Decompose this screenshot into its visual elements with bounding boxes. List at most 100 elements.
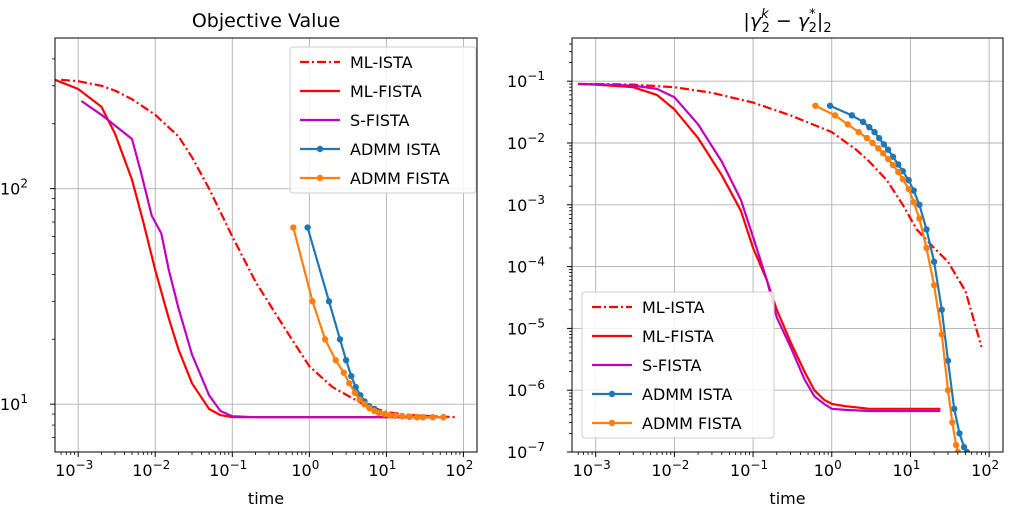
legend-box xyxy=(289,46,477,194)
data-point-admm-fista xyxy=(309,298,316,305)
data-point-admm-fista xyxy=(910,199,917,206)
legend-marker xyxy=(316,145,324,153)
data-point-admm-ista xyxy=(960,443,968,451)
data-point-admm-fista xyxy=(831,112,839,119)
data-point-admm-fista xyxy=(419,414,427,421)
data-point-admm-ista xyxy=(923,226,930,233)
axes-frame xyxy=(54,37,478,453)
legend-label: ML-ISTA xyxy=(350,53,413,72)
x-axis-label: time xyxy=(769,489,805,508)
axes-frame xyxy=(571,37,1004,453)
legend-marker xyxy=(608,390,616,398)
y-tick-label: 10−5 xyxy=(507,316,545,338)
data-point-admm-ista xyxy=(866,124,873,131)
data-point-admm-fista xyxy=(440,414,447,421)
data-point-admm-fista xyxy=(869,139,876,147)
data-point-admm-ista xyxy=(930,258,938,265)
y-tick-label: 10−4 xyxy=(507,255,545,277)
data-point-admm-ista xyxy=(325,298,333,305)
y-tick-label: 10−1 xyxy=(507,69,545,91)
x-tick-label: 10−2 xyxy=(651,458,689,480)
data-point-admm-fista xyxy=(879,150,887,157)
data-point-admm-fista xyxy=(954,448,962,452)
legend: ML-ISTA ML-FISTA S-FISTA ADMM ISTA ADMM FIST… xyxy=(581,291,775,439)
y-tick-label: 102 xyxy=(0,177,28,199)
legend-label: ML-FISTA xyxy=(350,82,422,101)
data-point-admm-fista xyxy=(875,145,882,152)
data-point-admm-fista xyxy=(332,356,339,364)
data-point-admm-fista xyxy=(366,404,373,412)
data-point-admm-fista xyxy=(895,168,902,176)
data-point-admm-fista xyxy=(889,161,897,169)
data-point-admm-ista xyxy=(895,161,902,168)
legend: ML-ISTA ML-FISTA S-FISTA ADMM ISTA ADMM FIST… xyxy=(289,46,477,194)
data-point-admm-fista xyxy=(351,389,359,396)
data-point-admm-fista xyxy=(884,155,892,163)
data-point-admm-fista xyxy=(949,419,956,426)
data-point-admm-ista xyxy=(826,102,834,109)
data-point-admm-ista xyxy=(342,356,350,364)
legend-label: S-FISTA xyxy=(642,356,702,375)
data-point-admm-ista xyxy=(880,141,888,148)
legend-label: ADMM ISTA xyxy=(642,385,732,404)
data-point-admm-ista xyxy=(848,112,856,119)
x-tick-label: 10−3 xyxy=(55,458,93,480)
chart-title: Objective Value xyxy=(192,10,340,32)
legend-label: ML-FISTA xyxy=(642,327,714,346)
y-tick-label: 10−2 xyxy=(507,131,545,153)
data-point-admm-ista xyxy=(859,118,867,126)
x-tick-label: 10−1 xyxy=(209,458,247,480)
legend-label: ML-ISTA xyxy=(642,298,705,317)
series-line-s-fista xyxy=(80,100,447,419)
x-tick-label: 100 xyxy=(814,458,842,480)
data-point-admm-fista xyxy=(356,396,363,403)
data-point-admm-fista xyxy=(361,400,368,408)
data-point-admm-ista xyxy=(916,201,923,208)
x-tick-label: 101 xyxy=(892,458,920,480)
data-point-admm-ista xyxy=(889,153,897,160)
series-line-admm-fista xyxy=(814,104,959,452)
x-axis-label: time xyxy=(248,489,284,508)
data-point-admm-fista xyxy=(406,413,413,420)
data-point-admm-fista xyxy=(899,175,907,183)
data-point-admm-ista xyxy=(336,336,344,343)
data-point-admm-ista xyxy=(905,177,912,184)
data-point-admm-ista xyxy=(871,128,878,136)
data-point-admm-ista xyxy=(938,306,945,313)
y-tick-label: 10−3 xyxy=(507,193,545,215)
data-point-admm-fista xyxy=(863,134,871,142)
y-tick-label: 10−6 xyxy=(507,378,545,400)
data-point-admm-fista xyxy=(429,414,436,421)
x-tick-label: 10−3 xyxy=(573,458,611,480)
legend-label: ADMM FISTA xyxy=(350,169,450,188)
x-tick-label: 101 xyxy=(368,458,396,480)
data-point-admm-fista xyxy=(844,121,852,128)
x-tick-label: 102 xyxy=(971,458,999,480)
data-point-admm-fista xyxy=(381,410,388,418)
data-point-admm-ista xyxy=(352,383,359,391)
data-point-admm-fista xyxy=(905,185,912,193)
data-point-admm-ista xyxy=(944,357,952,364)
legend-label: S-FISTA xyxy=(350,111,410,130)
data-point-admm-fista xyxy=(923,244,930,252)
data-point-admm-ista xyxy=(951,405,958,413)
data-point-admm-fista xyxy=(340,369,347,376)
data-point-admm-fista xyxy=(290,224,297,231)
data-point-admm-fista xyxy=(938,331,945,338)
x-tick-label: 102 xyxy=(445,458,473,480)
legend-marker xyxy=(316,174,324,182)
data-point-admm-ista xyxy=(956,430,963,437)
data-point-admm-fista xyxy=(346,380,353,387)
data-point-admm-ista xyxy=(963,448,970,452)
data-point-admm-fista xyxy=(855,128,862,136)
series-line-ml-ista xyxy=(578,82,983,348)
x-tick-label: 10−1 xyxy=(730,458,768,480)
data-point-admm-ista xyxy=(910,187,917,194)
legend-marker xyxy=(608,419,616,427)
data-point-admm-fista xyxy=(944,386,952,394)
gamma-error-panel: 10−3 10−2 10−1 100 101 102 10−7 10−6 10−5 10−4 10−… xyxy=(507,7,1004,508)
data-point-admm-fista xyxy=(952,441,960,449)
data-point-admm-fista xyxy=(916,215,923,222)
legend-label: ADMM ISTA xyxy=(350,140,440,159)
